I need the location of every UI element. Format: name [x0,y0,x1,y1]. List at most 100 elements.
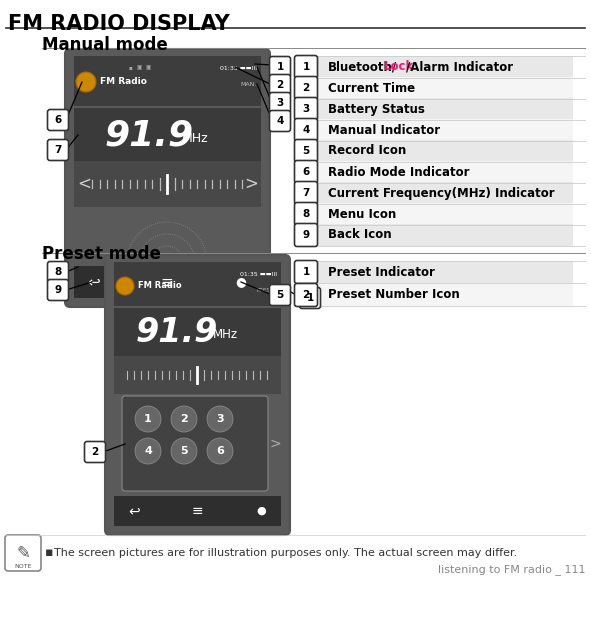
Text: 5: 5 [277,290,284,300]
FancyBboxPatch shape [269,111,291,131]
FancyBboxPatch shape [294,202,317,225]
Text: 3: 3 [277,98,284,108]
Text: 1: 1 [303,62,310,72]
Text: 5: 5 [180,446,188,456]
Text: Preset Indicator: Preset Indicator [328,266,435,278]
Text: Record Icon: Record Icon [328,145,406,157]
FancyBboxPatch shape [294,97,317,120]
Text: 1: 1 [306,293,314,303]
FancyBboxPatch shape [295,261,573,283]
Text: ▣: ▣ [145,65,151,70]
Text: 1: 1 [303,267,310,277]
Text: 9: 9 [303,230,310,240]
FancyBboxPatch shape [74,56,261,106]
Text: 01:35 ▬▬III: 01:35 ▬▬III [220,65,257,70]
FancyBboxPatch shape [295,224,573,246]
Text: 5: 5 [303,146,310,156]
Text: ●: ● [256,506,266,516]
Text: ●: ● [236,275,246,289]
FancyBboxPatch shape [269,93,291,113]
Text: 3: 3 [216,414,224,424]
Text: ▪: ▪ [128,65,132,70]
FancyBboxPatch shape [85,442,106,463]
Text: NOTE: NOTE [14,563,32,568]
Text: 6: 6 [216,446,224,456]
FancyBboxPatch shape [294,77,317,99]
FancyBboxPatch shape [294,260,317,284]
Text: Battery Status: Battery Status [328,102,425,115]
Circle shape [135,438,161,464]
Text: 1: 1 [144,414,152,424]
Text: <: < [77,175,91,193]
Text: Manual Indicator: Manual Indicator [328,124,440,136]
Text: 91.9: 91.9 [105,118,194,152]
Text: 91.9: 91.9 [136,316,218,349]
Text: Manual mode: Manual mode [42,36,168,54]
Text: 6: 6 [303,167,310,177]
Text: MHz: MHz [181,132,208,145]
Text: listening to FM radio _ 111: listening to FM radio _ 111 [437,564,585,575]
FancyBboxPatch shape [295,98,573,120]
Text: ▣: ▣ [137,65,142,70]
FancyBboxPatch shape [114,356,281,394]
FancyBboxPatch shape [5,535,41,571]
FancyBboxPatch shape [74,108,261,161]
Text: ≡: ≡ [191,504,203,518]
FancyBboxPatch shape [295,203,573,225]
FancyBboxPatch shape [269,74,291,95]
Text: Current Time: Current Time [328,81,415,95]
Text: 2: 2 [180,414,188,424]
FancyBboxPatch shape [74,266,261,298]
Text: 2: 2 [277,80,284,90]
FancyBboxPatch shape [294,284,317,307]
FancyBboxPatch shape [295,161,573,183]
FancyBboxPatch shape [269,56,291,77]
Text: FM Radio: FM Radio [100,77,147,86]
Text: 9: 9 [54,285,61,295]
FancyBboxPatch shape [295,119,573,141]
Text: >: > [244,175,258,193]
FancyBboxPatch shape [105,255,290,535]
Text: 4: 4 [277,116,284,126]
FancyBboxPatch shape [114,308,281,356]
Circle shape [171,406,197,432]
Circle shape [116,277,134,295]
Text: 2: 2 [92,447,99,457]
FancyBboxPatch shape [295,284,573,306]
Text: 8: 8 [303,209,310,219]
Circle shape [207,406,233,432]
Text: /Alarm Indicator: /Alarm Indicator [407,61,514,74]
Text: Preset Number Icon: Preset Number Icon [328,289,460,301]
Text: ↩: ↩ [87,275,100,289]
Text: Preset mode: Preset mode [42,245,161,263]
Text: Menu Icon: Menu Icon [328,207,396,221]
Text: MHz: MHz [212,328,238,342]
Text: Bluetooth/: Bluetooth/ [328,61,397,74]
FancyBboxPatch shape [269,285,291,305]
Text: ▪: ▪ [45,547,54,559]
Text: MAN.: MAN. [241,81,257,86]
FancyBboxPatch shape [114,496,281,526]
Text: PRESET: PRESET [256,287,277,292]
Text: 7: 7 [303,188,310,198]
Text: FM RADIO DISPLAY: FM RADIO DISPLAY [8,14,230,34]
Text: ≡: ≡ [161,275,173,289]
FancyBboxPatch shape [47,280,69,301]
Text: 6: 6 [54,115,61,125]
Text: Lock: Lock [384,61,414,74]
Text: >: > [269,437,281,451]
Text: ✎: ✎ [16,544,30,562]
FancyBboxPatch shape [294,140,317,163]
Circle shape [135,406,161,432]
FancyBboxPatch shape [114,262,281,306]
Text: FM Radio: FM Radio [138,282,181,291]
FancyBboxPatch shape [294,223,317,246]
Text: 4: 4 [303,125,310,135]
FancyBboxPatch shape [122,396,268,491]
Text: 1: 1 [277,62,284,72]
Circle shape [76,72,96,92]
FancyBboxPatch shape [65,49,270,307]
FancyBboxPatch shape [300,287,320,308]
FancyBboxPatch shape [295,182,573,204]
FancyBboxPatch shape [295,56,573,78]
